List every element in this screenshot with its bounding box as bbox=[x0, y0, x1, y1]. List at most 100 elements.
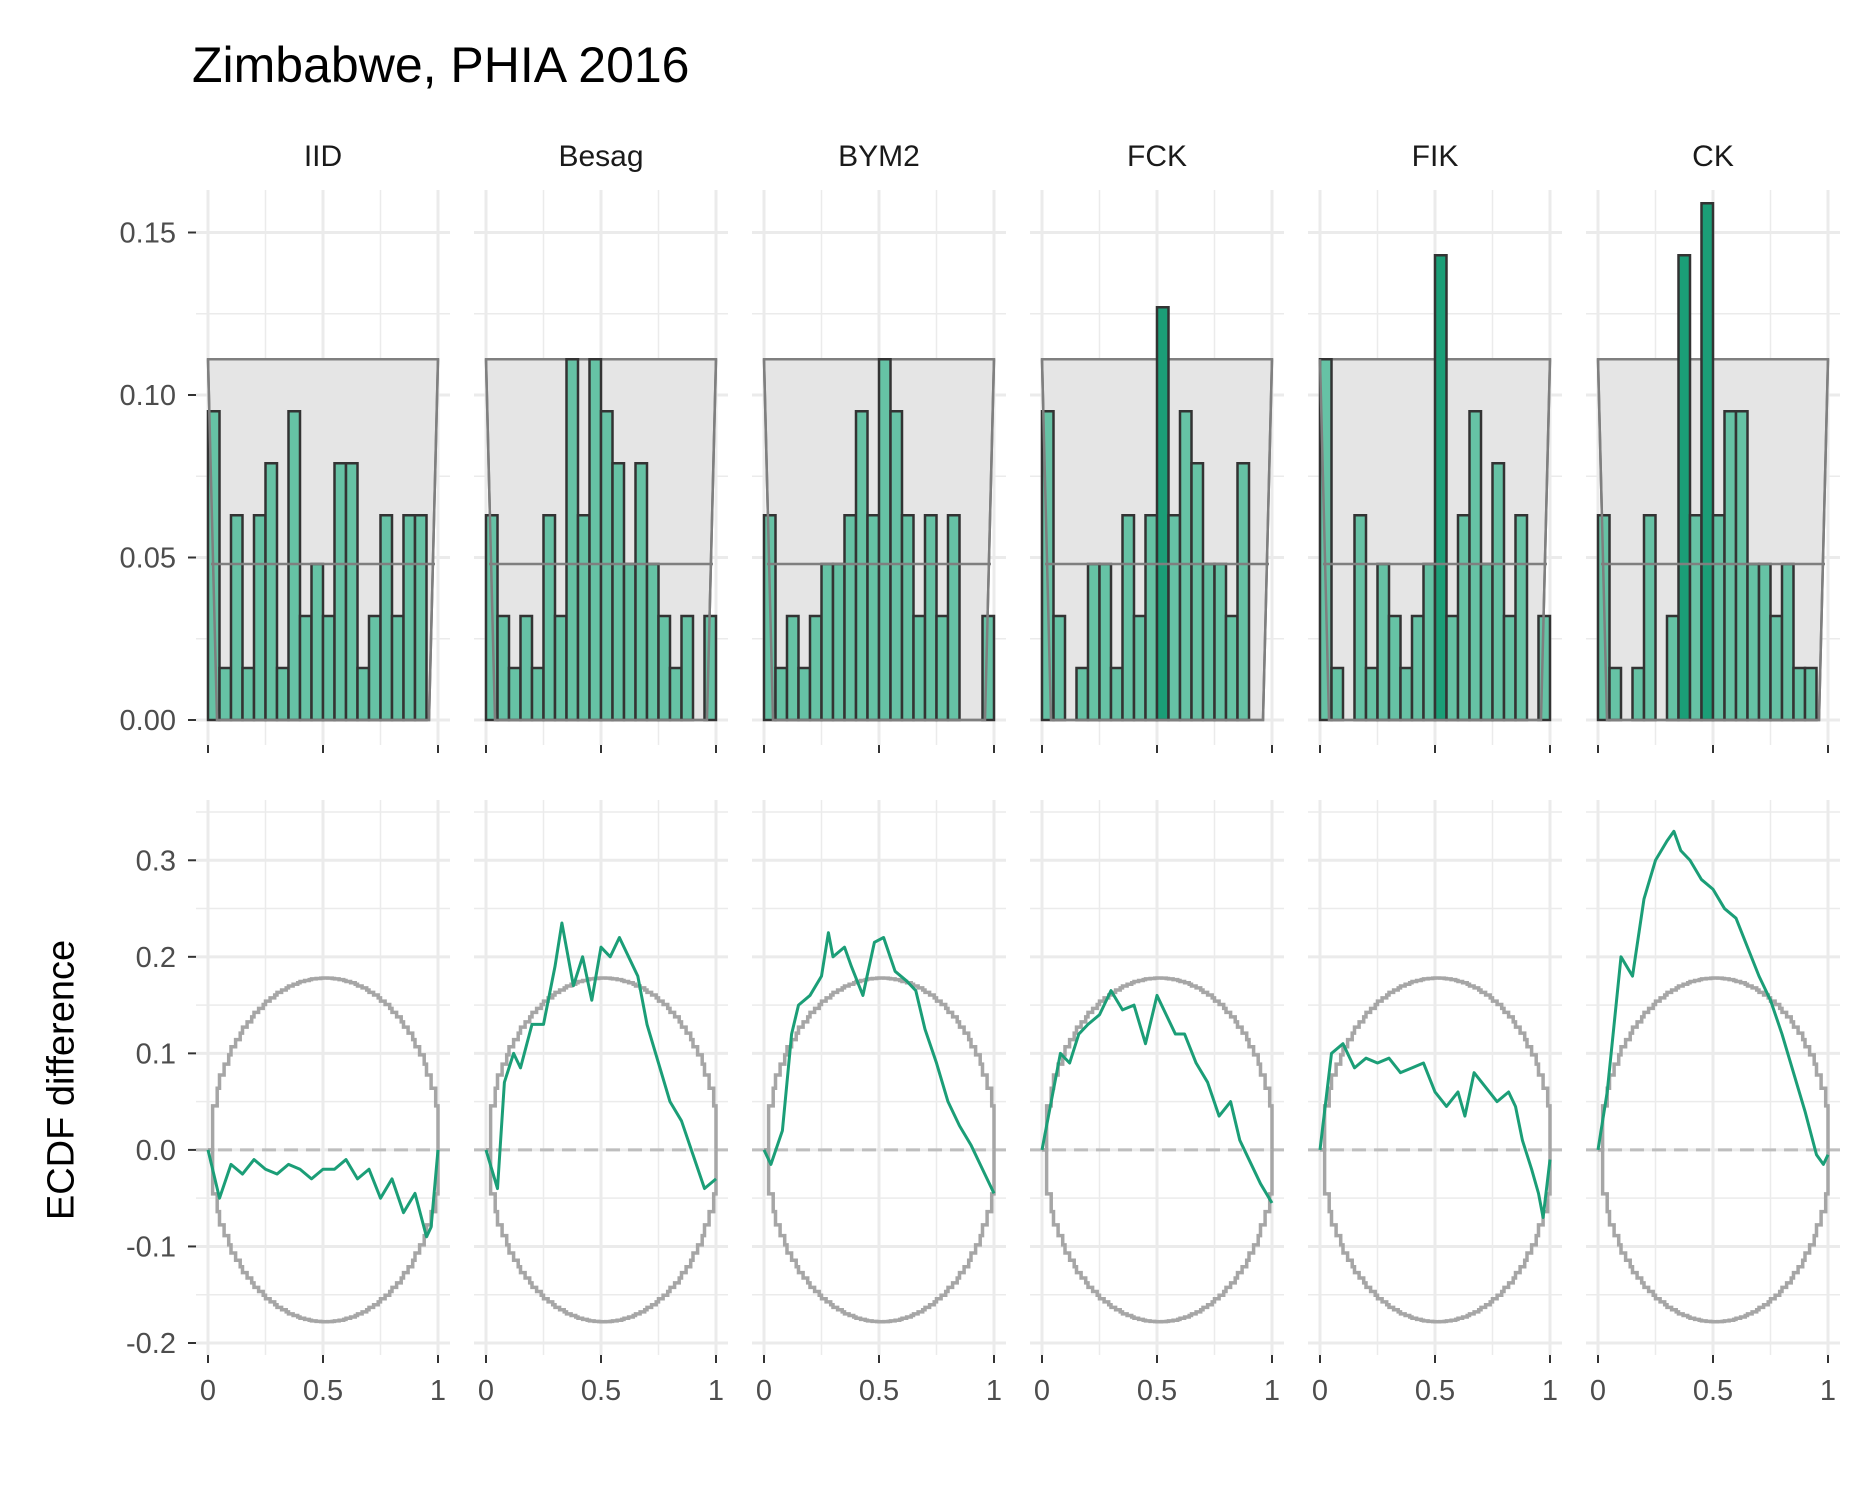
hist-bar-ck bbox=[1803, 666, 1818, 722]
hist-bar-fik bbox=[1410, 614, 1425, 722]
hist-bar-fik bbox=[1502, 614, 1517, 722]
hist-bar-fck bbox=[1121, 514, 1136, 722]
ecdf-line-besag bbox=[484, 921, 717, 1191]
strip-label-fck: FCK bbox=[1127, 140, 1187, 173]
ecdf-envelope-lower-bym2 bbox=[764, 1148, 996, 1324]
hist-bar-iid bbox=[356, 666, 371, 722]
ecdf-envelope-upper-iid bbox=[208, 976, 440, 1152]
hist-bar-besag bbox=[599, 410, 614, 722]
ecdf-ytick-label: -0.1 bbox=[126, 1231, 176, 1263]
ecdf-ytick-label: 0.3 bbox=[136, 845, 176, 877]
ecdf-xtick-label-ck: 0 bbox=[1590, 1375, 1606, 1407]
hist-band-edge-fik bbox=[1318, 359, 1552, 722]
hist-bar-besag bbox=[634, 462, 649, 722]
hist-bar-iid bbox=[344, 462, 359, 722]
hist-band-edge-bym2 bbox=[762, 359, 996, 722]
hist-bar-fck bbox=[1190, 462, 1205, 722]
hist-bar-iid bbox=[264, 462, 279, 722]
hist-bar-fck bbox=[1201, 562, 1216, 722]
hist-bar-besag bbox=[668, 666, 683, 722]
ecdf-envelope-upper-besag bbox=[486, 976, 718, 1152]
ecdf-line-iid bbox=[206, 1149, 440, 1239]
hist-bar-iid bbox=[333, 462, 348, 722]
hist-bar-fck bbox=[1109, 666, 1124, 722]
ecdf-xtick-label-ck: 1 bbox=[1820, 1375, 1836, 1407]
ecdf-xtick-label-fck: 1 bbox=[1264, 1375, 1280, 1407]
hist-bar-ck bbox=[1792, 666, 1807, 722]
ecdf-ytick-label: 0.1 bbox=[136, 1038, 176, 1070]
ecdf-xtick-label-fik: 1 bbox=[1542, 1375, 1558, 1407]
hist-bar-iid bbox=[287, 410, 302, 722]
hist-bar-iid bbox=[413, 514, 428, 722]
hist-bar-besag bbox=[542, 514, 557, 722]
ecdf-xtick-label-besag: 0 bbox=[478, 1375, 494, 1407]
ecdf-envelope-upper-fik bbox=[1320, 976, 1552, 1152]
hist-bar-ck bbox=[1665, 614, 1680, 722]
hist-bar-ck bbox=[1711, 514, 1726, 722]
hist-ytick-label: 0.15 bbox=[120, 218, 176, 250]
hist-bar-fik bbox=[1479, 562, 1494, 722]
hist-bar-besag bbox=[553, 614, 568, 722]
ecdf-xtick-label-iid: 0.5 bbox=[303, 1375, 343, 1407]
ecdf-xtick-label-bym2: 0 bbox=[756, 1375, 772, 1407]
hist-bar-besag bbox=[588, 358, 603, 722]
hist-bar-iid bbox=[379, 514, 394, 722]
hist-bar-fik bbox=[1456, 514, 1471, 722]
ecdf-xtick-label-fik: 0.5 bbox=[1415, 1375, 1455, 1407]
hist-ytick-label: 0.10 bbox=[120, 380, 176, 412]
hist-bar-fik bbox=[1376, 562, 1391, 722]
hist-bar-bym2 bbox=[935, 614, 950, 722]
strip-label-ck: CK bbox=[1692, 140, 1734, 173]
hist-bar-bym2 bbox=[889, 410, 904, 722]
hist-bar-bym2 bbox=[923, 514, 938, 722]
hist-bar-iid bbox=[310, 562, 325, 722]
hist-bar-bym2 bbox=[900, 514, 915, 722]
hist-band-edge-besag bbox=[484, 359, 718, 722]
hist-bar-bym2 bbox=[831, 562, 846, 722]
chart-title: Zimbabwe, PHIA 2016 bbox=[192, 37, 690, 93]
hist-bar-fik bbox=[1445, 614, 1460, 722]
hist-band-edge-fck bbox=[1040, 359, 1274, 722]
hist-bar-bym2 bbox=[843, 514, 858, 722]
ecdf-line-ck bbox=[1596, 829, 1830, 1166]
hist-bar-besag bbox=[645, 562, 660, 722]
hist-bar-fck bbox=[1086, 562, 1101, 722]
hist-bar-besag bbox=[680, 614, 695, 722]
hist-ytick-label: 0.00 bbox=[120, 705, 176, 737]
hist-bar-iid bbox=[218, 666, 233, 722]
hist-bar-bym2 bbox=[877, 358, 892, 722]
hist-bar-fik bbox=[1353, 514, 1368, 722]
ecdf-xtick-label-fck: 0.5 bbox=[1137, 1375, 1177, 1407]
hist-bar-fik bbox=[1422, 562, 1437, 722]
hist-bar-fik bbox=[1433, 254, 1448, 722]
hist-bar-bym2 bbox=[854, 410, 869, 722]
hist-bar-ck bbox=[1677, 254, 1692, 722]
hist-bar-ck bbox=[1780, 562, 1795, 722]
ecdf-envelope-upper-fck bbox=[1042, 976, 1274, 1152]
hist-bar-ck bbox=[1642, 514, 1657, 722]
hist-bar-fck bbox=[1167, 514, 1182, 722]
strip-label-fik: FIK bbox=[1411, 140, 1459, 173]
ecdf-xtick-label-besag: 1 bbox=[708, 1375, 724, 1407]
ecdf-envelope-lower-fck bbox=[1042, 1148, 1274, 1324]
hist-bar-fck bbox=[1098, 562, 1113, 722]
ecdf-line-bym2 bbox=[762, 931, 996, 1194]
hist-bar-bym2 bbox=[866, 514, 881, 722]
ecdf-ytick-label: 0.0 bbox=[136, 1135, 176, 1167]
hist-bar-fck bbox=[1224, 614, 1239, 722]
hist-bar-iid bbox=[367, 614, 382, 722]
hist-bar-fck bbox=[1178, 410, 1193, 722]
hist-bar-fck bbox=[1213, 562, 1228, 722]
ecdf-envelope-upper-ck bbox=[1598, 976, 1830, 1152]
strip-label-bym2: BYM2 bbox=[838, 140, 920, 173]
ecdf-envelope-lower-ck bbox=[1598, 1148, 1830, 1324]
hist-bar-iid bbox=[390, 614, 405, 722]
ecdf-xtick-label-bym2: 1 bbox=[986, 1375, 1002, 1407]
hist-bar-besag bbox=[496, 614, 511, 722]
hist-band-edge-ck bbox=[1596, 359, 1830, 722]
hist-bar-bym2 bbox=[946, 514, 961, 722]
hist-bar-bym2 bbox=[797, 666, 812, 722]
hist-bar-besag bbox=[519, 614, 534, 722]
hist-bar-besag bbox=[530, 666, 545, 722]
